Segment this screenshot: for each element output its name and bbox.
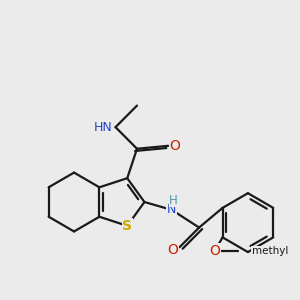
Text: O: O xyxy=(167,243,178,257)
Text: HN: HN xyxy=(94,121,112,134)
Text: methyl: methyl xyxy=(252,246,288,256)
Text: O: O xyxy=(169,139,181,153)
Text: H: H xyxy=(169,194,178,207)
Text: O: O xyxy=(209,244,220,258)
Text: S: S xyxy=(122,219,132,233)
Text: N: N xyxy=(167,203,176,216)
